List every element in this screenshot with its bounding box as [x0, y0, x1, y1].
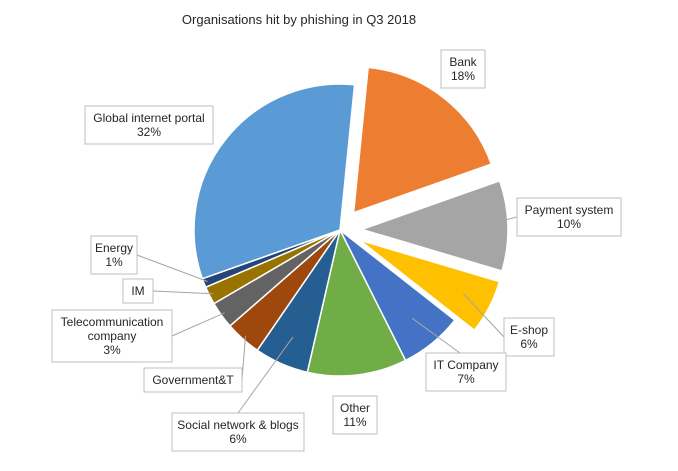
label-box — [90, 235, 138, 275]
label-box — [84, 105, 214, 145]
slice-payment-system — [359, 179, 509, 272]
label-value: 10% — [557, 217, 581, 231]
label-name: IT Company — [433, 358, 498, 372]
label-name: Social network & blogs — [177, 418, 298, 432]
leader-line-it-company — [411, 317, 461, 354]
label-value: 1% — [105, 255, 123, 269]
slice-e-shop — [359, 239, 501, 332]
leader-line-energy — [136, 254, 208, 282]
slice-bank — [352, 66, 493, 214]
label-value: 11% — [343, 415, 366, 429]
label-box — [122, 278, 154, 304]
label-box — [51, 309, 173, 363]
label-box — [503, 317, 555, 357]
label-box — [143, 367, 243, 393]
label-value: 3% — [103, 343, 121, 357]
label-name: Energy — [95, 241, 133, 255]
leader-lines — [136, 216, 518, 414]
leader-line-telecommunication-company — [171, 312, 225, 337]
label-value: 18% — [451, 69, 475, 83]
label-name: Other — [340, 401, 370, 415]
label-government-t: Government&T — [143, 367, 243, 393]
label-name: company — [88, 329, 137, 343]
leader-line-social-network-blogs — [237, 336, 294, 414]
label-name: Global internet portal — [93, 111, 204, 125]
pie-slices — [193, 66, 509, 377]
chart-title: Organisations hit by phishing in Q3 2018 — [182, 12, 416, 27]
leader-line-government-t — [241, 335, 246, 381]
leader-line-im — [152, 290, 214, 295]
label-box — [440, 49, 486, 89]
label-name: Bank — [449, 55, 477, 69]
label-value: 7% — [457, 372, 475, 386]
label-box — [425, 352, 507, 392]
label-im: IM — [122, 278, 154, 304]
leader-line-payment-system — [478, 216, 518, 227]
label-box — [516, 197, 622, 237]
label-box — [332, 395, 378, 435]
label-name: E-shop — [510, 323, 548, 337]
label-value: 32% — [137, 125, 161, 139]
leader-line-e-shop — [462, 293, 505, 338]
label-value: 6% — [229, 432, 247, 446]
label-value: 6% — [520, 337, 538, 351]
label-name: Telecommunication — [61, 315, 164, 329]
label-name: IM — [131, 284, 144, 298]
label-box — [171, 412, 305, 452]
slice-global-internet-portal — [193, 83, 356, 280]
label-name: Payment system — [525, 203, 614, 217]
label-name: Government&T — [152, 373, 234, 387]
